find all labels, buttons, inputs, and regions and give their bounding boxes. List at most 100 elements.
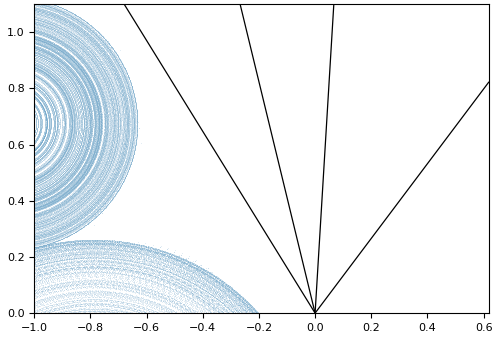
Point — [132, 258, 140, 264]
Point — [65, 146, 73, 152]
Point — [69, 269, 77, 274]
Point — [97, 189, 105, 194]
Point — [71, 24, 79, 30]
Point — [72, 167, 80, 173]
Point — [36, 153, 44, 158]
Point — [113, 181, 121, 186]
Point — [66, 305, 74, 310]
Point — [163, 298, 171, 303]
Point — [114, 265, 122, 270]
Point — [34, 35, 42, 40]
Point — [92, 55, 100, 61]
Point — [188, 306, 196, 312]
Point — [48, 235, 56, 240]
Point — [80, 130, 88, 135]
Point — [49, 70, 57, 75]
Point — [90, 71, 98, 77]
Point — [86, 77, 94, 82]
Point — [120, 157, 128, 163]
Point — [221, 284, 229, 289]
Point — [50, 161, 58, 167]
Point — [36, 89, 44, 94]
Point — [89, 43, 97, 49]
Point — [58, 191, 66, 196]
Point — [80, 135, 88, 141]
Point — [58, 87, 66, 93]
Point — [108, 183, 116, 188]
Point — [108, 247, 116, 252]
Point — [104, 270, 112, 275]
Point — [117, 145, 125, 151]
Point — [76, 65, 84, 70]
Point — [149, 291, 157, 297]
Point — [68, 57, 76, 62]
Point — [74, 191, 82, 196]
Point — [87, 297, 95, 302]
Point — [77, 154, 85, 160]
Point — [62, 191, 70, 196]
Point — [65, 33, 73, 38]
Point — [122, 174, 130, 179]
Point — [78, 195, 86, 201]
Point — [87, 184, 95, 190]
Point — [220, 279, 228, 284]
Point — [56, 203, 64, 208]
Point — [231, 293, 239, 299]
Point — [76, 100, 84, 105]
Point — [46, 245, 54, 250]
Point — [196, 267, 204, 273]
Point — [218, 279, 226, 285]
Point — [34, 215, 42, 221]
Point — [80, 212, 88, 217]
Point — [94, 159, 102, 165]
Point — [66, 111, 74, 116]
Point — [45, 10, 53, 16]
Point — [202, 276, 210, 282]
Point — [174, 279, 182, 285]
Point — [102, 76, 110, 82]
Point — [40, 141, 48, 146]
Point — [53, 125, 61, 131]
Point — [107, 146, 115, 152]
Point — [96, 211, 104, 216]
Point — [107, 188, 115, 194]
Point — [77, 108, 85, 113]
Point — [82, 115, 90, 121]
Point — [52, 218, 60, 223]
Point — [74, 92, 82, 98]
Point — [44, 170, 52, 175]
Point — [86, 249, 94, 254]
Point — [104, 158, 112, 163]
Point — [106, 56, 114, 62]
Point — [72, 112, 80, 117]
Point — [90, 127, 98, 132]
Point — [65, 139, 73, 144]
Point — [133, 131, 141, 136]
Point — [144, 269, 152, 274]
Point — [108, 197, 116, 203]
Point — [124, 165, 132, 171]
Point — [64, 183, 72, 188]
Point — [224, 291, 232, 296]
Point — [66, 259, 74, 264]
Point — [34, 180, 42, 186]
Point — [110, 177, 118, 183]
Point — [62, 177, 70, 182]
Point — [102, 69, 110, 75]
Point — [102, 180, 110, 185]
Point — [128, 98, 136, 103]
Point — [54, 253, 62, 259]
Point — [34, 63, 42, 68]
Point — [40, 48, 48, 53]
Point — [95, 150, 103, 156]
Point — [58, 50, 66, 55]
Point — [70, 44, 78, 50]
Point — [65, 59, 73, 65]
Point — [46, 65, 54, 70]
Point — [34, 24, 42, 29]
Point — [38, 163, 46, 168]
Point — [80, 182, 88, 187]
Point — [84, 144, 92, 149]
Point — [52, 107, 60, 113]
Point — [70, 118, 78, 123]
